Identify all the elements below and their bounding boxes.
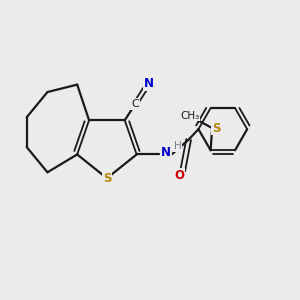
Text: CH₃: CH₃ bbox=[180, 110, 200, 121]
Text: O: O bbox=[174, 169, 184, 182]
Text: C: C bbox=[131, 99, 139, 109]
Text: S: S bbox=[212, 122, 221, 134]
Text: N: N bbox=[161, 146, 171, 159]
Text: H: H bbox=[174, 141, 182, 151]
Text: N: N bbox=[144, 76, 154, 90]
Text: S: S bbox=[103, 172, 111, 185]
